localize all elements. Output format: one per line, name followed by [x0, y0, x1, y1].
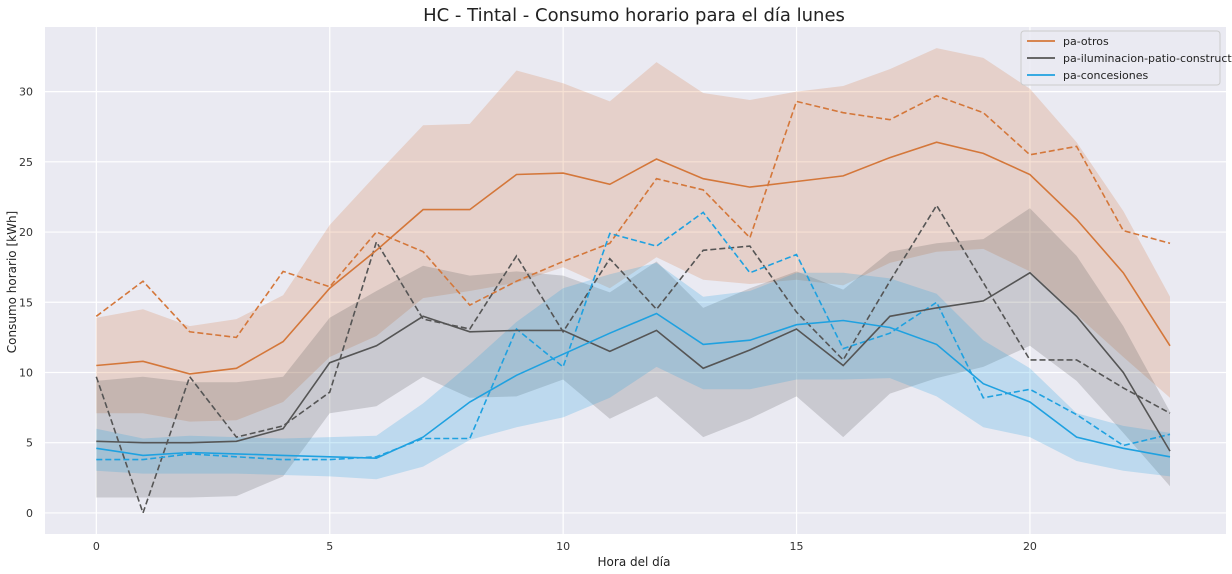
y-tick-label: 0	[26, 507, 33, 520]
dashed-line-series-1	[95, 94, 1171, 339]
legend-label: pa-otros	[1063, 35, 1109, 48]
band-series-3	[96, 262, 1170, 480]
legend: pa-otros pa-iluminacion-patio-constructor…	[1020, 30, 1232, 86]
y-tick-label: 20	[19, 226, 33, 239]
y-axis-ticks: 0 5 10 15 20 25 30	[19, 86, 33, 520]
x-tick-label: 20	[1023, 540, 1037, 553]
y-tick-label: 25	[19, 156, 33, 169]
y-tick-label: 15	[19, 296, 33, 309]
solid-line-series-3	[96, 312, 1171, 460]
x-axis-ticks: 0 5 10 15 20	[93, 540, 1037, 553]
legend-label: pa-iluminacion-patio-constructor	[1063, 52, 1232, 65]
x-tick-label: 10	[556, 540, 570, 553]
gridlines	[45, 27, 1226, 534]
x-axis-label: Hora del día	[598, 555, 671, 569]
confidence-bands	[96, 48, 1170, 498]
x-tick-label: 5	[326, 540, 333, 553]
y-tick-label: 10	[19, 366, 33, 379]
legend-label: pa-concesiones	[1063, 69, 1149, 82]
band-series-2	[96, 208, 1170, 498]
solid-line-series-1	[96, 141, 1171, 375]
band-series-1	[96, 48, 1170, 422]
x-tick-label: 0	[93, 540, 100, 553]
plot-background	[45, 27, 1226, 534]
y-axis-label: Consumo horario [kWh]	[5, 211, 19, 353]
solid-line-series-2	[96, 271, 1171, 452]
y-tick-label: 5	[26, 437, 33, 450]
chart-title: HC - Tintal - Consumo horario para el dí…	[423, 5, 845, 26]
solid-series-lines	[96, 141, 1171, 460]
y-tick-label: 30	[19, 86, 33, 99]
x-tick-label: 15	[790, 540, 804, 553]
dashed-line-series-3	[96, 211, 1171, 461]
legend-box	[1020, 30, 1221, 86]
